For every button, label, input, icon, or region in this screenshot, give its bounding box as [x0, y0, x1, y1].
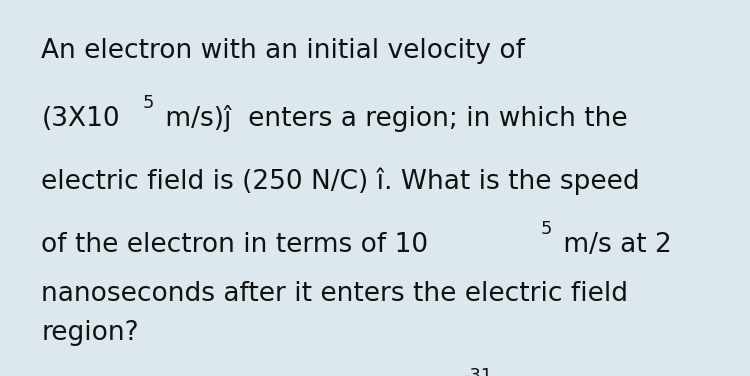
Text: region?: region?	[41, 320, 139, 346]
Text: electric field is (250 N/C) î. What is the speed: electric field is (250 N/C) î. What is t…	[41, 168, 640, 195]
Text: nanoseconds after it enters the electric field: nanoseconds after it enters the electric…	[41, 281, 628, 307]
Text: m/s)ĵ  enters a region; in which the: m/s)ĵ enters a region; in which the	[158, 105, 628, 132]
Text: (3X10: (3X10	[41, 106, 120, 132]
Text: m/s at 2: m/s at 2	[556, 232, 672, 258]
Text: 5: 5	[142, 94, 154, 112]
Text: -31: -31	[463, 367, 492, 376]
Text: of the electron in terms of 10: of the electron in terms of 10	[41, 232, 428, 258]
Text: An electron with an initial velocity of: An electron with an initial velocity of	[41, 38, 525, 64]
Text: 5: 5	[541, 220, 552, 238]
